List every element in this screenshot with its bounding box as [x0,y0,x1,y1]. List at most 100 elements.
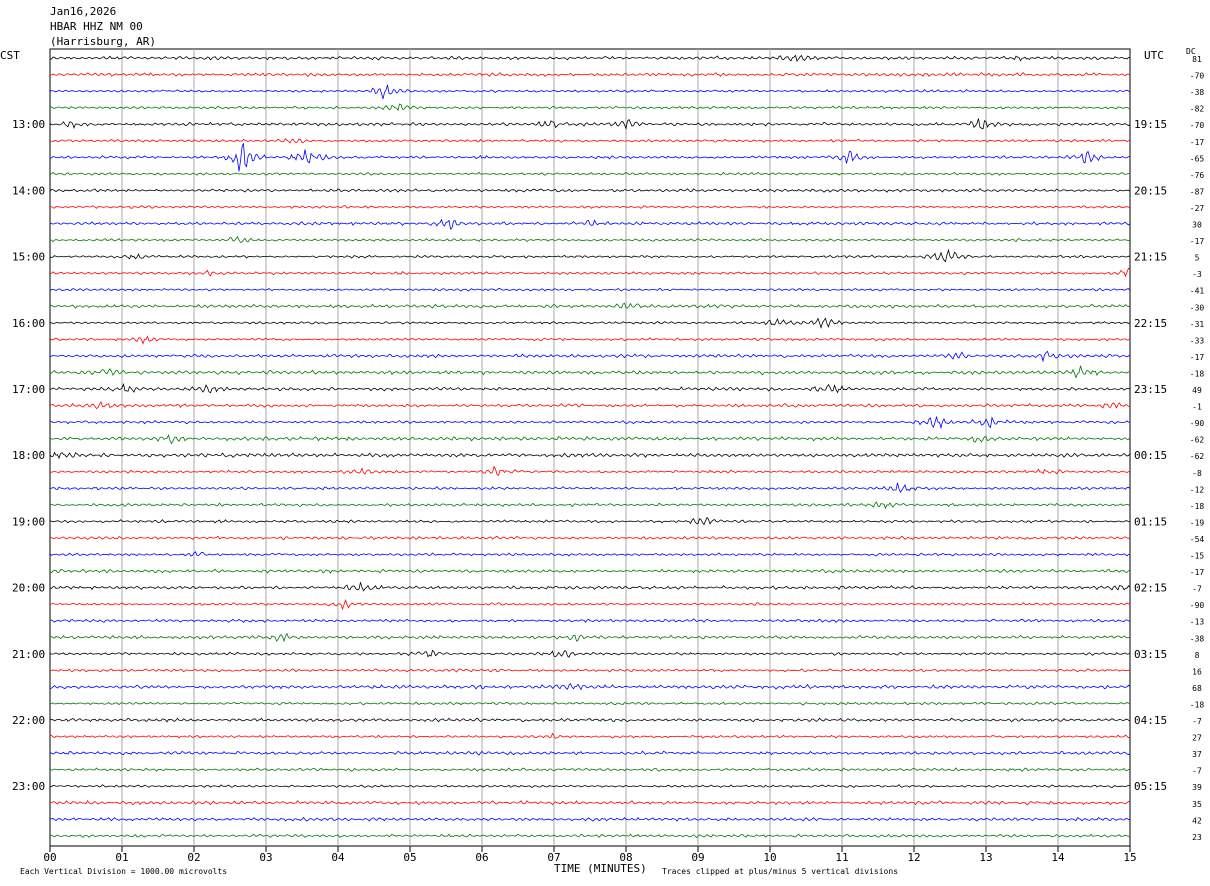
x-tick-label: 01 [115,851,128,864]
x-tick-label: 11 [835,851,848,864]
trace-line [49,784,1131,789]
trace-line [49,732,1131,739]
trace-line [49,317,1131,329]
location-label: (Harrisburg, AR) [50,35,156,48]
right-hour-label: 00:15 [1134,449,1167,462]
trace-line [49,568,1131,574]
trace-line [49,451,1131,460]
trace-line [49,287,1131,292]
right-hour-label: 23:15 [1134,383,1167,396]
dc-offset-label: -27 [1190,204,1205,213]
x-tick-label: 10 [763,851,776,864]
trace-line [49,267,1131,278]
dc-offset-label: -33 [1190,336,1205,345]
left-hour-label: 21:00 [12,648,45,661]
left-hour-label: 18:00 [12,449,45,462]
trace-line [49,236,1131,243]
x-tick-label: 05 [403,851,416,864]
dc-offset-label: -17 [1190,568,1205,577]
dc-offset-label: -7 [1192,717,1202,726]
dc-offset-label: 30 [1192,221,1202,230]
trace-line [49,598,1131,611]
left-hour-label: 17:00 [12,383,45,396]
dc-offset-label: -90 [1190,419,1205,428]
dc-offset-label: 49 [1192,386,1202,395]
trace-line [49,103,1131,112]
dc-offset-label: 81 [1192,55,1202,64]
trace-line [49,582,1131,592]
trace-line [49,383,1131,394]
trace-line [49,668,1131,673]
trace-line [49,717,1131,723]
dc-offset-label: 35 [1192,800,1202,809]
station-label: HBAR HHZ NM 00 [50,20,143,33]
trace-line [49,171,1131,176]
dc-offset-label: -17 [1190,138,1205,147]
trace-line [49,501,1131,510]
dc-offset-label: -38 [1190,634,1205,643]
left-hour-label: 13:00 [12,118,45,131]
x-tick-label: 00 [43,851,56,864]
trace-line [49,465,1131,477]
x-tick-label: 03 [259,851,272,864]
left-hour-label: 19:00 [12,515,45,528]
dc-offset-label: -62 [1190,452,1205,461]
dc-offset-label: -13 [1190,618,1205,627]
dc-offset-label: 27 [1192,734,1202,743]
trace-line [49,365,1131,379]
dc-offset-label: 8 [1195,651,1200,660]
dc-offset-label: -38 [1190,88,1205,97]
dc-offset-label: -62 [1190,436,1205,445]
dc-offset-label: -17 [1190,237,1205,246]
trace-line [49,188,1131,193]
dc-offset-label: -15 [1190,552,1205,561]
trace-line [49,138,1131,144]
trace-line [49,84,1131,100]
trace-line [49,632,1131,643]
trace-line [49,350,1131,363]
dc-offset-label: -17 [1190,353,1205,362]
dc-offset-label: 16 [1192,667,1202,676]
dc-offset-label: -12 [1190,485,1205,494]
right-hour-label: 22:15 [1134,317,1167,330]
left-hour-label: 15:00 [12,251,45,264]
dc-offset-label: -8 [1192,469,1202,478]
dc-offset-label: -18 [1190,369,1205,378]
right-hour-label: 19:15 [1134,118,1167,131]
right-hour-label: 01:15 [1134,515,1167,528]
dc-offset-label: -82 [1190,105,1205,114]
trace-line [49,118,1131,131]
clip-note: Traces clipped at plus/minus 5 vertical … [662,867,899,876]
x-tick-label: 04 [331,851,345,864]
right-hour-label: 03:15 [1134,648,1167,661]
trace-line [49,833,1131,839]
date-label: Jan16,2026 [50,5,117,18]
x-tick-label: 07 [547,851,560,864]
x-tick-label: 12 [907,851,920,864]
trace-line [49,482,1131,493]
trace-line [49,683,1131,691]
trace-line [49,551,1131,557]
left-hour-label: 22:00 [12,714,45,727]
dc-offset-label: 42 [1192,816,1202,825]
dc-offset-label: -90 [1190,601,1205,610]
grid-lines [49,48,1131,852]
dc-offset-label: -18 [1190,700,1205,709]
dc-offset-label: -65 [1190,154,1205,163]
trace-line [49,335,1131,345]
dc-offset-label: -70 [1190,121,1205,130]
left-hour-label: 20:00 [12,582,45,595]
right-hour-label: 20:15 [1134,184,1167,197]
trace-line [49,54,1131,62]
x-tick-label: 15 [1123,851,1136,864]
trace-line [49,400,1131,410]
dc-offset-label: -18 [1190,502,1205,511]
x-tick-label: 02 [187,851,200,864]
trace-line [49,750,1131,756]
dc-offset-label: -3 [1192,270,1202,279]
trace-line [49,415,1131,430]
x-tick-label: 08 [619,851,632,864]
dc-offset-label: -7 [1192,585,1202,594]
dc-offset-label: -87 [1190,187,1205,196]
